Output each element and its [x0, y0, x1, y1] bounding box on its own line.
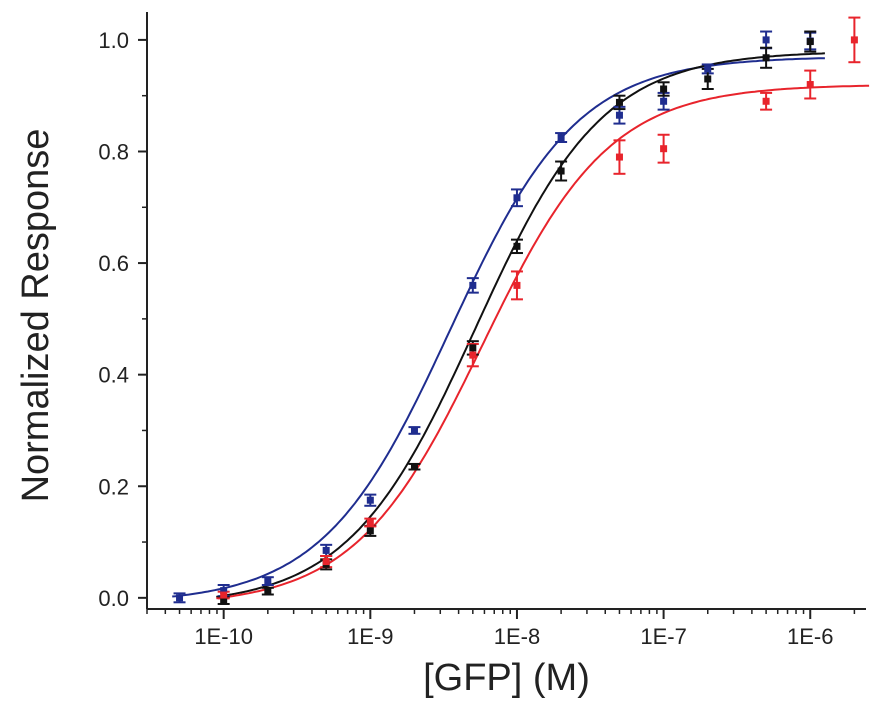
- fit-curve: [172, 57, 825, 598]
- x-tick-label: 1E-7: [640, 624, 686, 649]
- x-axis-title: [GFP] (M): [423, 657, 590, 699]
- data-point: [806, 38, 814, 46]
- data-point: [469, 344, 477, 352]
- data-point: [366, 519, 374, 527]
- data-point: [762, 54, 770, 62]
- data-point: [220, 597, 228, 605]
- data-point: [366, 527, 374, 535]
- x-tick-label: 1E-8: [494, 624, 540, 649]
- y-tick-label: 0.8: [98, 139, 129, 164]
- data-point: [762, 36, 770, 44]
- data-point: [469, 281, 477, 289]
- data-point: [762, 97, 770, 105]
- data-point: [615, 98, 623, 106]
- y-tick-label: 1.0: [98, 28, 129, 53]
- y-tick-label: 0.2: [98, 474, 129, 499]
- data-point: [469, 351, 477, 359]
- y-tick-label: 0.0: [98, 586, 129, 611]
- y-tick-label: 0.4: [98, 363, 129, 388]
- data-point: [410, 463, 418, 471]
- x-tick-label: 1E-9: [347, 624, 393, 649]
- data-point: [366, 496, 374, 504]
- data-point: [615, 153, 623, 161]
- fit-curve: [216, 84, 870, 600]
- data-point: [615, 111, 623, 119]
- data-point: [850, 36, 858, 44]
- data-point: [660, 85, 668, 93]
- data-point: [806, 81, 814, 89]
- axes: 0.0 0.2 0.4 0.6 0.8 1.0 1E-10 1E-9 1E-8 1E-7 1E-6: [98, 12, 866, 649]
- data-point: [264, 587, 272, 595]
- fit-curve: [216, 52, 825, 598]
- data-points: [176, 36, 858, 605]
- y-axis-title: Normalized Response: [15, 129, 57, 503]
- x-tick-label: 1E-6: [787, 624, 833, 649]
- data-point: [704, 75, 712, 83]
- data-point: [220, 591, 228, 599]
- data-point: [660, 145, 668, 153]
- data-point: [513, 194, 521, 202]
- fit-curves: [172, 52, 870, 600]
- data-point: [513, 281, 521, 289]
- error-bars: [173, 16, 861, 605]
- data-point: [660, 97, 668, 105]
- data-point: [322, 546, 330, 554]
- data-point: [322, 558, 330, 566]
- data-point: [264, 577, 272, 585]
- y-tick-label: 0.6: [98, 251, 129, 276]
- data-point: [557, 134, 565, 142]
- data-point: [176, 594, 184, 602]
- x-tick-label: 1E-10: [194, 624, 253, 649]
- data-point: [410, 426, 418, 434]
- data-point: [704, 65, 712, 73]
- data-point: [513, 242, 521, 250]
- data-point: [557, 167, 565, 175]
- data-point: [220, 587, 228, 595]
